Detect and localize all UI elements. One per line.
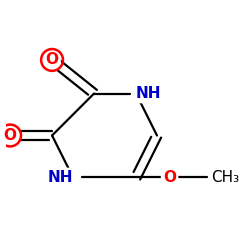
Text: NH: NH bbox=[136, 86, 162, 101]
Text: NH: NH bbox=[48, 170, 73, 185]
Text: O: O bbox=[4, 128, 16, 143]
Text: O: O bbox=[163, 170, 176, 185]
Text: O: O bbox=[46, 52, 59, 68]
Text: CH₃: CH₃ bbox=[212, 170, 240, 185]
